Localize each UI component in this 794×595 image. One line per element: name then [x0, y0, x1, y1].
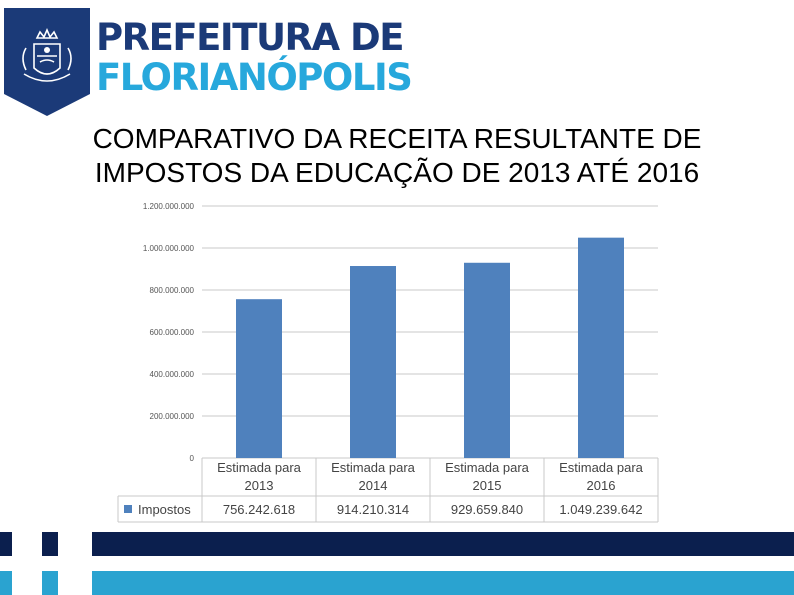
- legend-key: [124, 505, 132, 513]
- category-label: Estimada para 2016: [559, 460, 644, 493]
- legend-series-name: Impostos: [138, 502, 191, 517]
- brand-line-1: PREFEITURA DE: [96, 16, 404, 59]
- slide-title: COMPARATIVO DA RECEITA RESULTANTE DE IMP…: [0, 122, 794, 190]
- bar: [350, 266, 396, 458]
- y-tick-label: 0: [190, 454, 195, 463]
- data-value-label: 914.210.314: [337, 502, 409, 517]
- bar: [236, 299, 282, 458]
- brand-line-2: FLORIANÓPOLIS: [96, 56, 413, 99]
- data-value-label: 929.659.840: [451, 502, 523, 517]
- y-tick-label: 1.000.000.000: [143, 244, 195, 253]
- y-tick-label: 200.000.000: [150, 412, 195, 421]
- category-label: Estimada para 2015: [445, 460, 530, 493]
- category-label: Estimada para 2013: [217, 460, 302, 493]
- city-coat-of-arms-logo: [4, 8, 90, 116]
- data-value-label: 756.242.618: [223, 502, 295, 517]
- y-tick-label: 1.200.000.000: [143, 202, 195, 211]
- y-tick-label: 600.000.000: [150, 328, 195, 337]
- y-tick-label: 800.000.000: [150, 286, 195, 295]
- slide-title-line-2: IMPOSTOS DA EDUCAÇÃO DE 2013 ATÉ 2016: [94, 157, 700, 188]
- data-value-label: 1.049.239.642: [559, 502, 642, 517]
- bar: [464, 262, 510, 458]
- slide-title-line-1: COMPARATIVO DA RECEITA RESULTANTE DE: [92, 123, 702, 154]
- bar: [578, 237, 624, 458]
- category-label: Estimada para 2014: [331, 460, 416, 493]
- revenue-bar-chart: 0 200.000.000 400.000.000 600.000.000 800.00…: [117, 202, 659, 523]
- y-tick-label: 400.000.000: [150, 370, 195, 379]
- brand-wordmark: PREFEITURA DE FLORIANÓPOLIS: [96, 16, 413, 99]
